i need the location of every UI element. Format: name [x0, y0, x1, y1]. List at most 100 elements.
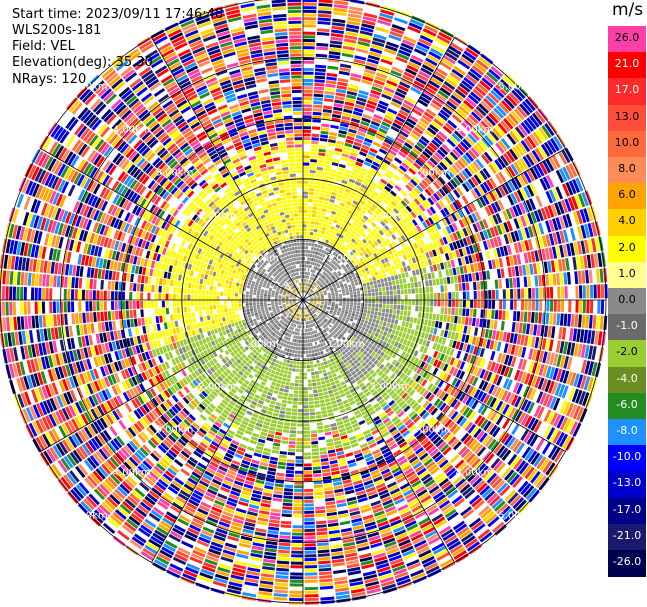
velocity-gate [600, 284, 605, 299]
velocity-gate [295, 346, 299, 350]
velocity-gate [335, 298, 339, 300]
velocity-gate [416, 233, 422, 240]
velocity-gate [364, 203, 371, 209]
velocity-gate [357, 249, 362, 254]
velocity-gate [347, 314, 351, 318]
velocity-gate [374, 75, 387, 83]
velocity-gate [466, 300, 470, 308]
velocity-gate [332, 373, 337, 378]
velocity-gate [378, 148, 388, 155]
velocity-gate [427, 258, 433, 266]
velocity-gate [580, 224, 587, 239]
velocity-gate [432, 232, 439, 241]
velocity-gate [464, 317, 469, 326]
velocity-gate [375, 319, 380, 325]
velocity-gate [309, 231, 314, 236]
velocity-gate [285, 415, 291, 419]
velocity-gate [314, 491, 324, 496]
velocity-gate [303, 242, 306, 246]
velocity-gate [316, 381, 321, 386]
velocity-gate [372, 117, 382, 124]
velocity-gate [589, 300, 594, 314]
velocity-gate [333, 391, 340, 396]
velocity-gate [517, 174, 526, 187]
velocity-gate [419, 239, 425, 247]
velocity-gate [371, 322, 375, 327]
velocity-gate [469, 308, 473, 317]
velocity-gate [477, 123, 488, 134]
velocity-gate [282, 377, 287, 382]
velocity-gate [315, 344, 319, 349]
velocity-gate [308, 401, 314, 405]
velocity-gate [329, 533, 341, 538]
velocity-gate [363, 309, 367, 314]
velocity-gate [502, 117, 514, 130]
velocity-gate [548, 366, 556, 380]
velocity-gate [327, 515, 338, 520]
velocity-gate [372, 37, 386, 44]
velocity-gate [309, 169, 316, 174]
velocity-gate [367, 285, 371, 290]
velocity-gate [272, 378, 278, 383]
velocity-gate [313, 484, 323, 489]
velocity-gate [315, 181, 321, 185]
velocity-gate [481, 77, 494, 89]
velocity-gate [316, 271, 319, 275]
velocity-gate [314, 255, 318, 259]
velocity-gate [350, 315, 355, 319]
velocity-gate [444, 195, 452, 205]
velocity-gate [512, 254, 518, 266]
velocity-gate [514, 345, 520, 356]
velocity-gate [314, 188, 320, 193]
velocity-gate [431, 169, 440, 178]
velocity-gate [293, 507, 303, 511]
velocity-gate [461, 122, 472, 132]
velocity-gate [310, 298, 314, 300]
velocity-gate [269, 385, 275, 390]
velocity-gate [423, 177, 432, 185]
velocity-gate [370, 164, 379, 171]
velocity-gate [348, 227, 354, 233]
velocity-gate [480, 281, 484, 290]
velocity-gate [403, 99, 415, 108]
velocity-gate [425, 252, 431, 259]
velocity-gate [367, 251, 373, 257]
velocity-gate [390, 210, 397, 217]
velocity-gate [414, 281, 418, 288]
velocity-gate [396, 88, 408, 96]
velocity-gate [312, 294, 316, 297]
velocity-gate [403, 310, 408, 316]
velocity-gate [320, 596, 335, 601]
velocity-gate [310, 148, 318, 152]
velocity-gate [535, 195, 543, 208]
velocity-gate [319, 292, 324, 295]
velocity-gate [492, 374, 500, 385]
velocity-gate [305, 343, 308, 347]
velocity-gate [367, 321, 372, 326]
velocity-gate [291, 415, 297, 420]
velocity-gate [313, 278, 317, 282]
velocity-gate [368, 317, 373, 322]
velocity-gate [478, 337, 484, 347]
velocity-gate [494, 159, 503, 171]
velocity-gate [307, 268, 310, 272]
velocity-gate [507, 232, 513, 244]
velocity-gate [462, 352, 469, 362]
velocity-gate [337, 309, 341, 312]
velocity-gate [470, 91, 482, 102]
velocity-gate [303, 339, 306, 343]
velocity-gate [565, 164, 575, 179]
velocity-gate [345, 139, 354, 145]
velocity-gate [330, 307, 334, 310]
velocity-gate [518, 202, 526, 214]
velocity-gate [323, 291, 327, 294]
velocity-gate [323, 219, 329, 224]
velocity-gate [313, 282, 317, 286]
velocity-gate [325, 401, 332, 406]
velocity-gate [370, 180, 378, 187]
velocity-gate [348, 287, 353, 290]
velocity-gate [382, 308, 386, 313]
velocity-gate [390, 163, 398, 171]
velocity-gate [354, 314, 359, 318]
velocity-gate [334, 262, 339, 267]
